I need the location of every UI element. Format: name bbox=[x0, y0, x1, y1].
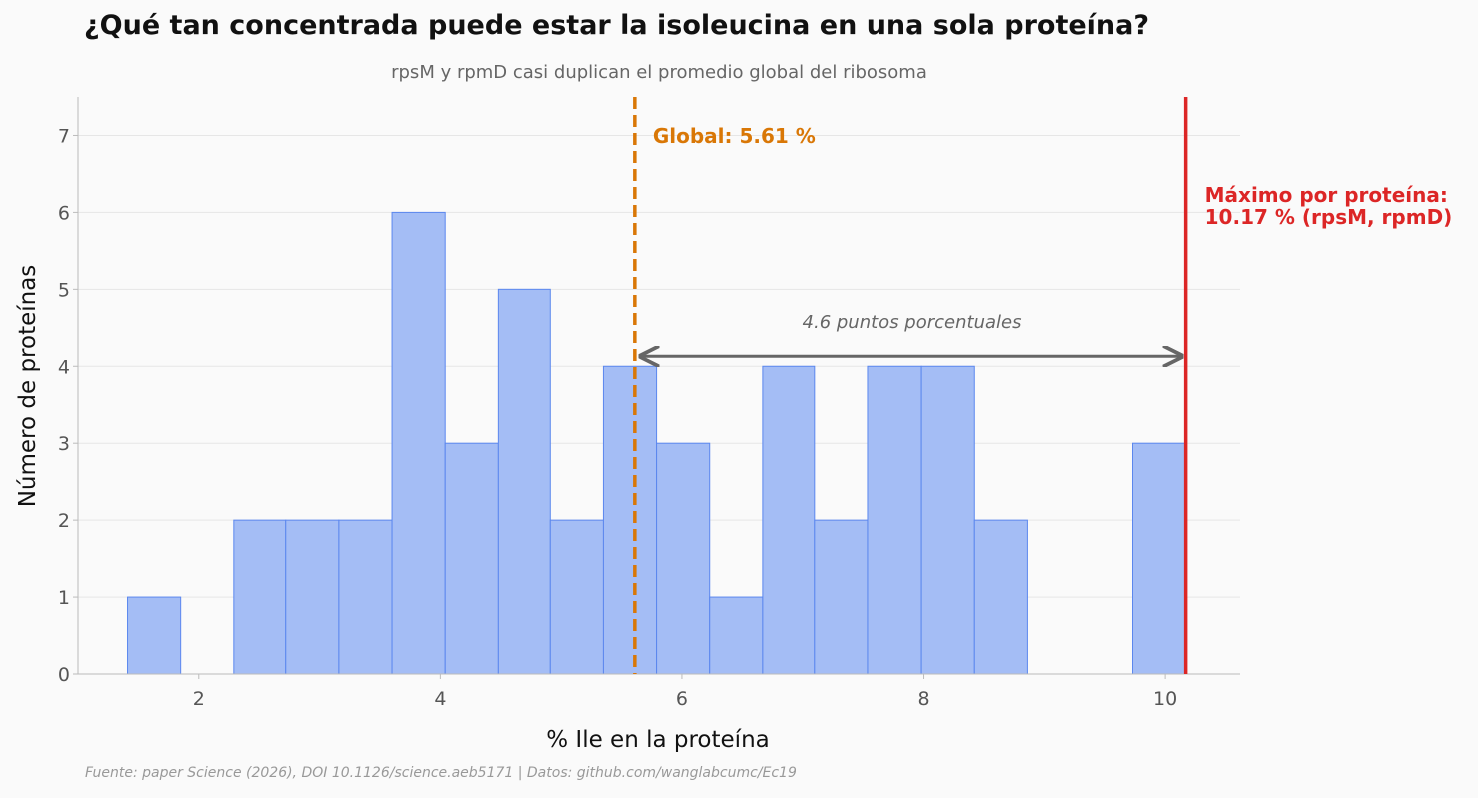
histogram-bar bbox=[814, 519, 869, 675]
histogram-bar bbox=[920, 365, 975, 675]
x-tick-label: 8 bbox=[917, 688, 929, 710]
x-axis-label: % Ile en la proteína bbox=[546, 727, 770, 753]
x-tick-label: 6 bbox=[676, 688, 688, 710]
histogram-bar bbox=[338, 519, 393, 675]
histogram-bar bbox=[1131, 442, 1187, 675]
x-tick-label: 2 bbox=[193, 688, 205, 710]
y-tick-label: 6 bbox=[58, 202, 70, 224]
histogram-bar bbox=[444, 442, 499, 675]
histogram-bar bbox=[709, 596, 764, 675]
x-tick-label: 4 bbox=[434, 688, 446, 710]
y-tick-label: 5 bbox=[58, 279, 70, 301]
max-value-label-line1: Máximo por proteína: bbox=[1205, 183, 1448, 207]
y-tick-label: 7 bbox=[58, 125, 70, 147]
chart-subtitle: rpsM y rpmD casi duplican el promedio gl… bbox=[391, 62, 927, 83]
y-tick-label: 0 bbox=[58, 664, 70, 686]
histogram-bar bbox=[867, 365, 922, 675]
axes: 0 1 2 3 4 5 6 7 2 4 6 8 10 bbox=[58, 97, 1240, 710]
histogram-bar bbox=[391, 211, 446, 675]
histogram-bar bbox=[762, 365, 816, 675]
histogram-bar bbox=[656, 442, 711, 675]
histogram-bar bbox=[549, 519, 604, 675]
y-tick-label: 1 bbox=[58, 587, 70, 609]
histogram-bar bbox=[497, 288, 551, 675]
chart-title: ¿Qué tan concentrada puede estar la isol… bbox=[84, 10, 1150, 41]
y-tick-label: 2 bbox=[58, 510, 70, 532]
histogram-bar bbox=[127, 596, 182, 675]
histogram-bar bbox=[602, 365, 658, 675]
histogram-bars bbox=[127, 211, 1187, 675]
histogram-bar bbox=[233, 519, 287, 675]
gap-annotation-label: 4.6 puntos porcentuales bbox=[803, 312, 1022, 333]
y-tick-label: 3 bbox=[58, 433, 70, 455]
source-footnote: Fuente: paper Science (2026), DOI 10.112… bbox=[85, 765, 797, 781]
x-tick-label: 10 bbox=[1153, 688, 1177, 710]
y-axis-label: Número de proteínas bbox=[15, 265, 41, 508]
reference-lines: Global: 5.61 % Máximo por proteína:10.17 … bbox=[633, 97, 1453, 674]
histogram-bar bbox=[285, 519, 340, 675]
y-tick-label: 4 bbox=[58, 356, 70, 378]
max-value-label-line2: 10.17 % (rpsM, rpmD) bbox=[1205, 205, 1453, 229]
histogram-bar bbox=[973, 519, 1028, 675]
global-mean-label: Global: 5.61 % bbox=[653, 124, 816, 148]
